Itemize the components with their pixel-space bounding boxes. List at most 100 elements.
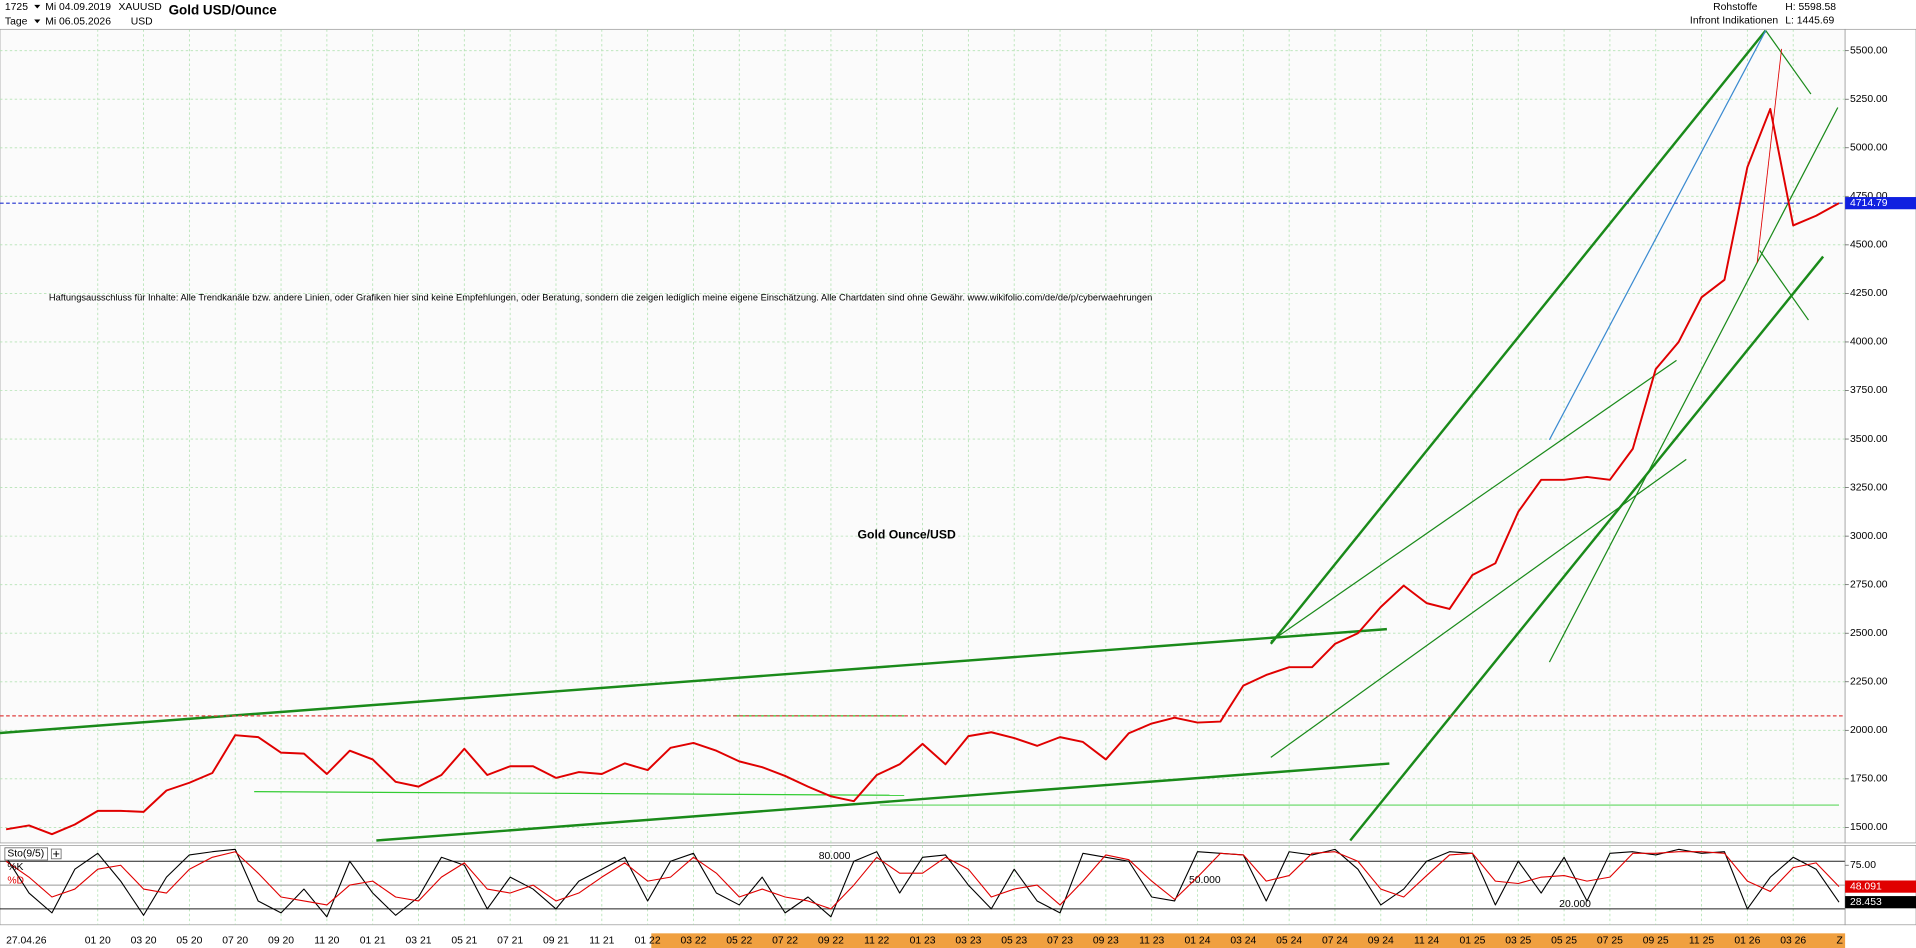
value-badge-label: 28.453	[1850, 897, 1882, 908]
x-tick-label: 07 22	[772, 935, 798, 946]
x-tick-label: 11 21	[589, 935, 614, 946]
x-tick-label: 11 20	[314, 935, 339, 946]
level-label: 50.000	[1189, 875, 1221, 886]
title: Gold USD/Ounce	[169, 3, 277, 18]
trend-line	[1270, 359, 1677, 642]
high: H: 5598.58	[1785, 2, 1836, 13]
axis: 01 20 03 20 05 20 07 20 09 20 11 20 01 21 03 21…	[7, 45, 1916, 946]
trend-line	[0, 627, 1387, 735]
trend-line	[1548, 30, 1767, 441]
x-tick-label: 01 22	[635, 935, 661, 946]
x-tick-label: 05 24	[1276, 935, 1302, 946]
indicator-title[interactable]: Sto(9/5)	[7, 849, 44, 860]
marks	[0, 107, 1846, 918]
x-tick-label: 03 23	[955, 935, 981, 946]
x-tick-label: 01 20	[85, 935, 111, 946]
x-tick-label: 07 20	[222, 935, 248, 946]
value-badge-label: 48.091	[1850, 881, 1882, 892]
x-tick-label: 03 25	[1505, 935, 1531, 946]
axis-band	[651, 933, 1846, 948]
trend-line	[376, 762, 1390, 842]
start-date: Mi 04.09.2019	[45, 2, 111, 13]
y-tick-label: 5000.00	[1850, 143, 1888, 154]
level-label: 80.000	[819, 851, 851, 862]
y-tick-label: 2000.00	[1850, 725, 1888, 736]
low: L: 1445.69	[1785, 16, 1834, 27]
x-tick-label: 07 25	[1597, 935, 1623, 946]
value-badge	[1845, 896, 1916, 909]
y-tick-label: 3000.00	[1850, 531, 1888, 542]
y-tick-label: 2250.00	[1850, 677, 1888, 688]
x-tick-label: 09 25	[1643, 935, 1669, 946]
trend-line	[1756, 48, 1783, 263]
x-tick-label: 05 20	[176, 935, 202, 946]
trend-lines	[0, 29, 1846, 842]
currency: USD	[131, 17, 153, 28]
trend-line	[1270, 458, 1687, 758]
x-tick-label: 03 24	[1230, 935, 1256, 946]
y-tick-label: 1750.00	[1850, 774, 1888, 785]
x-tick-label: 03 22	[680, 935, 706, 946]
x-tick-label: 01 21	[360, 935, 386, 946]
x-tick-label: 11 23	[1139, 935, 1164, 946]
x-tick-label: 09 24	[1368, 935, 1394, 946]
x-tick-label: 03 26	[1780, 935, 1806, 946]
x-tick-label: 09 21	[543, 935, 569, 946]
trend-line	[1349, 255, 1825, 842]
y-tick-label: 4000.00	[1850, 337, 1888, 348]
x-tick-label: 03 20	[131, 935, 157, 946]
x-tick-label: 01 23	[910, 935, 936, 946]
end-date: Mi 06.05.2026	[45, 17, 111, 28]
last-price-badge	[1845, 197, 1916, 210]
legend-label: %D	[7, 876, 24, 887]
y-tick-label: 5500.00	[1850, 45, 1888, 56]
x-tick-label: 05 21	[451, 935, 477, 946]
y-axis	[1844, 28, 1916, 844]
add-icon[interactable]	[53, 850, 60, 857]
indicator-box[interactable]	[4, 847, 49, 861]
x-tick-label: 05 22	[726, 935, 752, 946]
x-tick-label: 07 21	[497, 935, 523, 946]
x-tick-label: 11 24	[1414, 935, 1439, 946]
period-unit[interactable]: Tage	[5, 17, 28, 28]
y-tick-label: 3250.00	[1850, 482, 1888, 493]
x-tick-label: 05 25	[1551, 935, 1577, 946]
y-tick-label: 3750.00	[1850, 385, 1888, 396]
dropdown-icon[interactable]	[34, 4, 41, 9]
interval[interactable]: 1725	[5, 2, 28, 13]
y-tick-label: 3500.00	[1850, 434, 1888, 445]
x-tick-label: 09 22	[818, 935, 844, 946]
x-tick-label: 11 22	[864, 935, 889, 946]
x-tick-label: 07 23	[1047, 935, 1073, 946]
dropdown-icon[interactable]	[34, 19, 41, 24]
trend-line	[1765, 30, 1812, 95]
price-line	[5, 848, 1840, 918]
x-tick-label: 09 20	[268, 935, 294, 946]
disclaimer: Haftungsausschluss für Inhalte: Alle Tre…	[49, 293, 1152, 303]
x-tick-label: 09 23	[1093, 935, 1119, 946]
trend-line	[1548, 107, 1839, 663]
x-tick-label: 01 24	[1185, 935, 1211, 946]
symbol: XAUUSD	[119, 2, 162, 13]
trend-line	[1759, 250, 1809, 321]
axis-end-label: Z	[1837, 935, 1844, 946]
x-tick-label: 01 25	[1459, 935, 1485, 946]
y-tick-label: 4750.00	[1850, 191, 1888, 202]
x-tick-label: 03 21	[406, 935, 432, 946]
price-line	[5, 107, 1840, 836]
x-tick-label: 11 25	[1689, 935, 1714, 946]
cursor-date: 27.04.26	[6, 935, 47, 946]
legend-label: %K	[7, 862, 23, 873]
trend-line	[1269, 29, 1767, 645]
x-tick-label: 07 24	[1322, 935, 1348, 946]
y-tick-label: 4250.00	[1850, 288, 1888, 299]
last-price-label: 4714.79	[1850, 198, 1888, 209]
chart-label: Gold Ounce/USD	[858, 527, 957, 541]
grid: 80.000 50.000 20.000	[0, 29, 1846, 925]
y-tick-label: 75.00	[1850, 860, 1876, 871]
source: Infront Indikationen	[1690, 16, 1778, 27]
y-tick-label: 5250.00	[1850, 94, 1888, 105]
value-badge	[1845, 880, 1916, 893]
price-line	[5, 851, 1840, 910]
